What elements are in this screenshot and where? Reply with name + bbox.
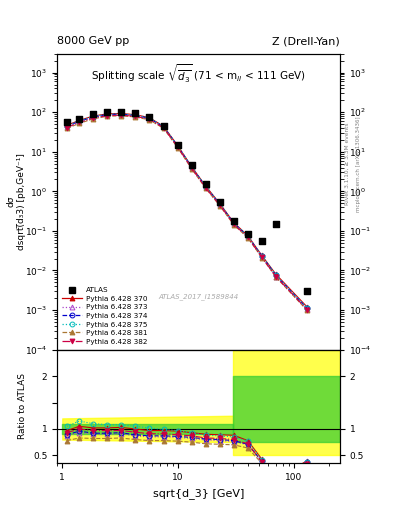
Y-axis label: dσ
dsqrt(̅d₃3) [pb,GeV⁻¹]: dσ dsqrt(̅d₃3) [pb,GeV⁻¹] bbox=[6, 153, 26, 250]
Text: ATLAS_2017_I1589844: ATLAS_2017_I1589844 bbox=[158, 293, 239, 300]
Text: Rivet 3.1.10, ≥ 3.3M events: Rivet 3.1.10, ≥ 3.3M events bbox=[345, 122, 350, 205]
Point bbox=[90, 110, 96, 118]
Point bbox=[189, 161, 195, 169]
Point bbox=[64, 118, 70, 126]
Point bbox=[203, 180, 209, 188]
Point bbox=[146, 113, 152, 121]
Legend: ATLAS, Pythia 6.428 370, Pythia 6.428 373, Pythia 6.428 374, Pythia 6.428 375, P: ATLAS, Pythia 6.428 370, Pythia 6.428 37… bbox=[61, 285, 149, 346]
Point bbox=[132, 110, 138, 118]
Point bbox=[76, 115, 83, 123]
Point bbox=[231, 217, 237, 225]
Point bbox=[217, 198, 223, 206]
Point bbox=[104, 108, 110, 116]
X-axis label: sqrt{d_3} [GeV]: sqrt{d_3} [GeV] bbox=[153, 487, 244, 499]
Text: Z (Drell-Yan): Z (Drell-Yan) bbox=[272, 36, 340, 47]
Point bbox=[118, 108, 124, 116]
Point bbox=[160, 122, 167, 130]
Point bbox=[174, 141, 181, 149]
Point bbox=[304, 287, 310, 295]
Text: mcplots.cern.ch [arXiv:1306.3436]: mcplots.cern.ch [arXiv:1306.3436] bbox=[356, 116, 361, 211]
Text: 8000 GeV pp: 8000 GeV pp bbox=[57, 36, 129, 47]
Point bbox=[273, 220, 279, 228]
Point bbox=[245, 229, 251, 238]
Point bbox=[259, 237, 265, 245]
Text: Splitting scale $\sqrt{\overline{d_3}}$ (71 < m$_{ll}$ < 111 GeV): Splitting scale $\sqrt{\overline{d_3}}$ … bbox=[91, 62, 306, 85]
Y-axis label: Ratio to ATLAS: Ratio to ATLAS bbox=[18, 373, 28, 439]
